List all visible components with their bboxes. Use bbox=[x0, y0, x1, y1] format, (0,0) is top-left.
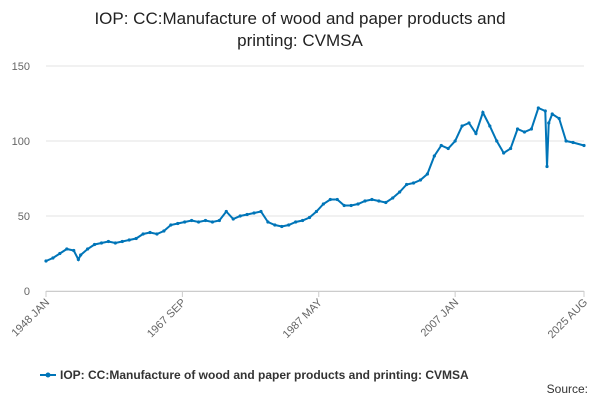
point bbox=[127, 238, 131, 242]
point bbox=[356, 202, 360, 206]
point bbox=[148, 230, 152, 235]
point bbox=[217, 218, 221, 223]
point bbox=[190, 218, 194, 223]
series-line bbox=[45, 106, 585, 262]
point bbox=[328, 197, 332, 202]
point bbox=[300, 218, 305, 223]
x-tick-label: 2025 AUG bbox=[546, 297, 590, 341]
point bbox=[543, 109, 547, 113]
point bbox=[564, 139, 568, 143]
point bbox=[287, 223, 291, 227]
point bbox=[44, 259, 48, 263]
point bbox=[113, 241, 117, 245]
point bbox=[99, 241, 104, 245]
point bbox=[582, 143, 586, 148]
legend-label: IOP: CC:Manufacture of wood and paper pr… bbox=[60, 368, 469, 382]
point bbox=[210, 220, 215, 224]
point bbox=[183, 220, 187, 224]
point bbox=[411, 181, 416, 185]
point bbox=[79, 253, 83, 257]
point bbox=[92, 242, 97, 247]
title-line: IOP: CC:Manufacture of wood and paper pr… bbox=[94, 9, 505, 28]
y-tick-label: 50 bbox=[18, 211, 30, 223]
point bbox=[58, 251, 62, 256]
point bbox=[169, 223, 173, 227]
x-tick-label: 1987 MAY bbox=[281, 296, 326, 341]
point bbox=[460, 124, 464, 128]
point bbox=[522, 130, 527, 134]
point bbox=[453, 139, 457, 143]
point bbox=[467, 121, 471, 125]
point bbox=[280, 224, 284, 229]
point bbox=[545, 164, 549, 169]
point bbox=[134, 236, 138, 241]
point bbox=[245, 212, 249, 217]
point bbox=[536, 106, 540, 110]
point bbox=[349, 203, 353, 208]
x-tick-label: 1967 SEP bbox=[145, 297, 189, 341]
point bbox=[488, 124, 492, 128]
point bbox=[176, 221, 180, 226]
point bbox=[72, 248, 76, 253]
point bbox=[307, 215, 312, 220]
source: Source: bbox=[547, 382, 588, 396]
point bbox=[363, 199, 367, 203]
point bbox=[377, 199, 381, 203]
point bbox=[495, 139, 499, 143]
point bbox=[384, 200, 388, 205]
point bbox=[252, 211, 256, 215]
point bbox=[398, 190, 402, 194]
point bbox=[321, 202, 325, 206]
x-tick-label: 1948 JAN bbox=[9, 297, 52, 340]
point bbox=[273, 223, 277, 227]
point bbox=[432, 154, 436, 158]
point bbox=[571, 140, 575, 145]
point bbox=[547, 121, 551, 125]
point bbox=[238, 214, 242, 218]
x-tick-label: 2007 JAN bbox=[419, 297, 462, 340]
point bbox=[425, 172, 429, 176]
point bbox=[515, 127, 520, 131]
y-tick-label: 150 bbox=[12, 61, 30, 73]
point bbox=[314, 209, 319, 214]
point bbox=[550, 112, 554, 116]
point bbox=[196, 220, 201, 224]
point bbox=[141, 232, 145, 236]
point bbox=[51, 256, 55, 260]
y-tick-label: 0 bbox=[24, 286, 30, 298]
point bbox=[529, 127, 534, 131]
chart-title: IOP: CC:Manufacture of wood and paper pr… bbox=[94, 9, 505, 50]
point bbox=[446, 146, 450, 151]
point bbox=[335, 197, 339, 202]
point bbox=[155, 232, 159, 236]
point bbox=[65, 247, 69, 251]
point bbox=[391, 196, 395, 200]
point bbox=[106, 239, 111, 244]
point bbox=[259, 209, 263, 214]
title-line: printing: CVMSA bbox=[237, 31, 363, 50]
point bbox=[509, 146, 513, 151]
point bbox=[439, 143, 443, 148]
point bbox=[342, 203, 346, 208]
point bbox=[502, 151, 506, 155]
point bbox=[266, 220, 270, 224]
y-tick-label: 100 bbox=[12, 136, 30, 148]
point bbox=[418, 178, 423, 182]
point bbox=[404, 182, 409, 187]
point bbox=[481, 110, 485, 115]
point bbox=[120, 239, 124, 244]
point bbox=[86, 247, 90, 251]
point bbox=[224, 209, 228, 214]
point bbox=[203, 218, 208, 223]
point bbox=[474, 131, 478, 136]
point bbox=[557, 116, 561, 121]
point bbox=[370, 197, 374, 202]
point bbox=[76, 257, 80, 262]
legend-marker bbox=[45, 372, 51, 378]
point bbox=[231, 217, 235, 221]
point bbox=[162, 229, 166, 233]
point bbox=[294, 220, 298, 224]
